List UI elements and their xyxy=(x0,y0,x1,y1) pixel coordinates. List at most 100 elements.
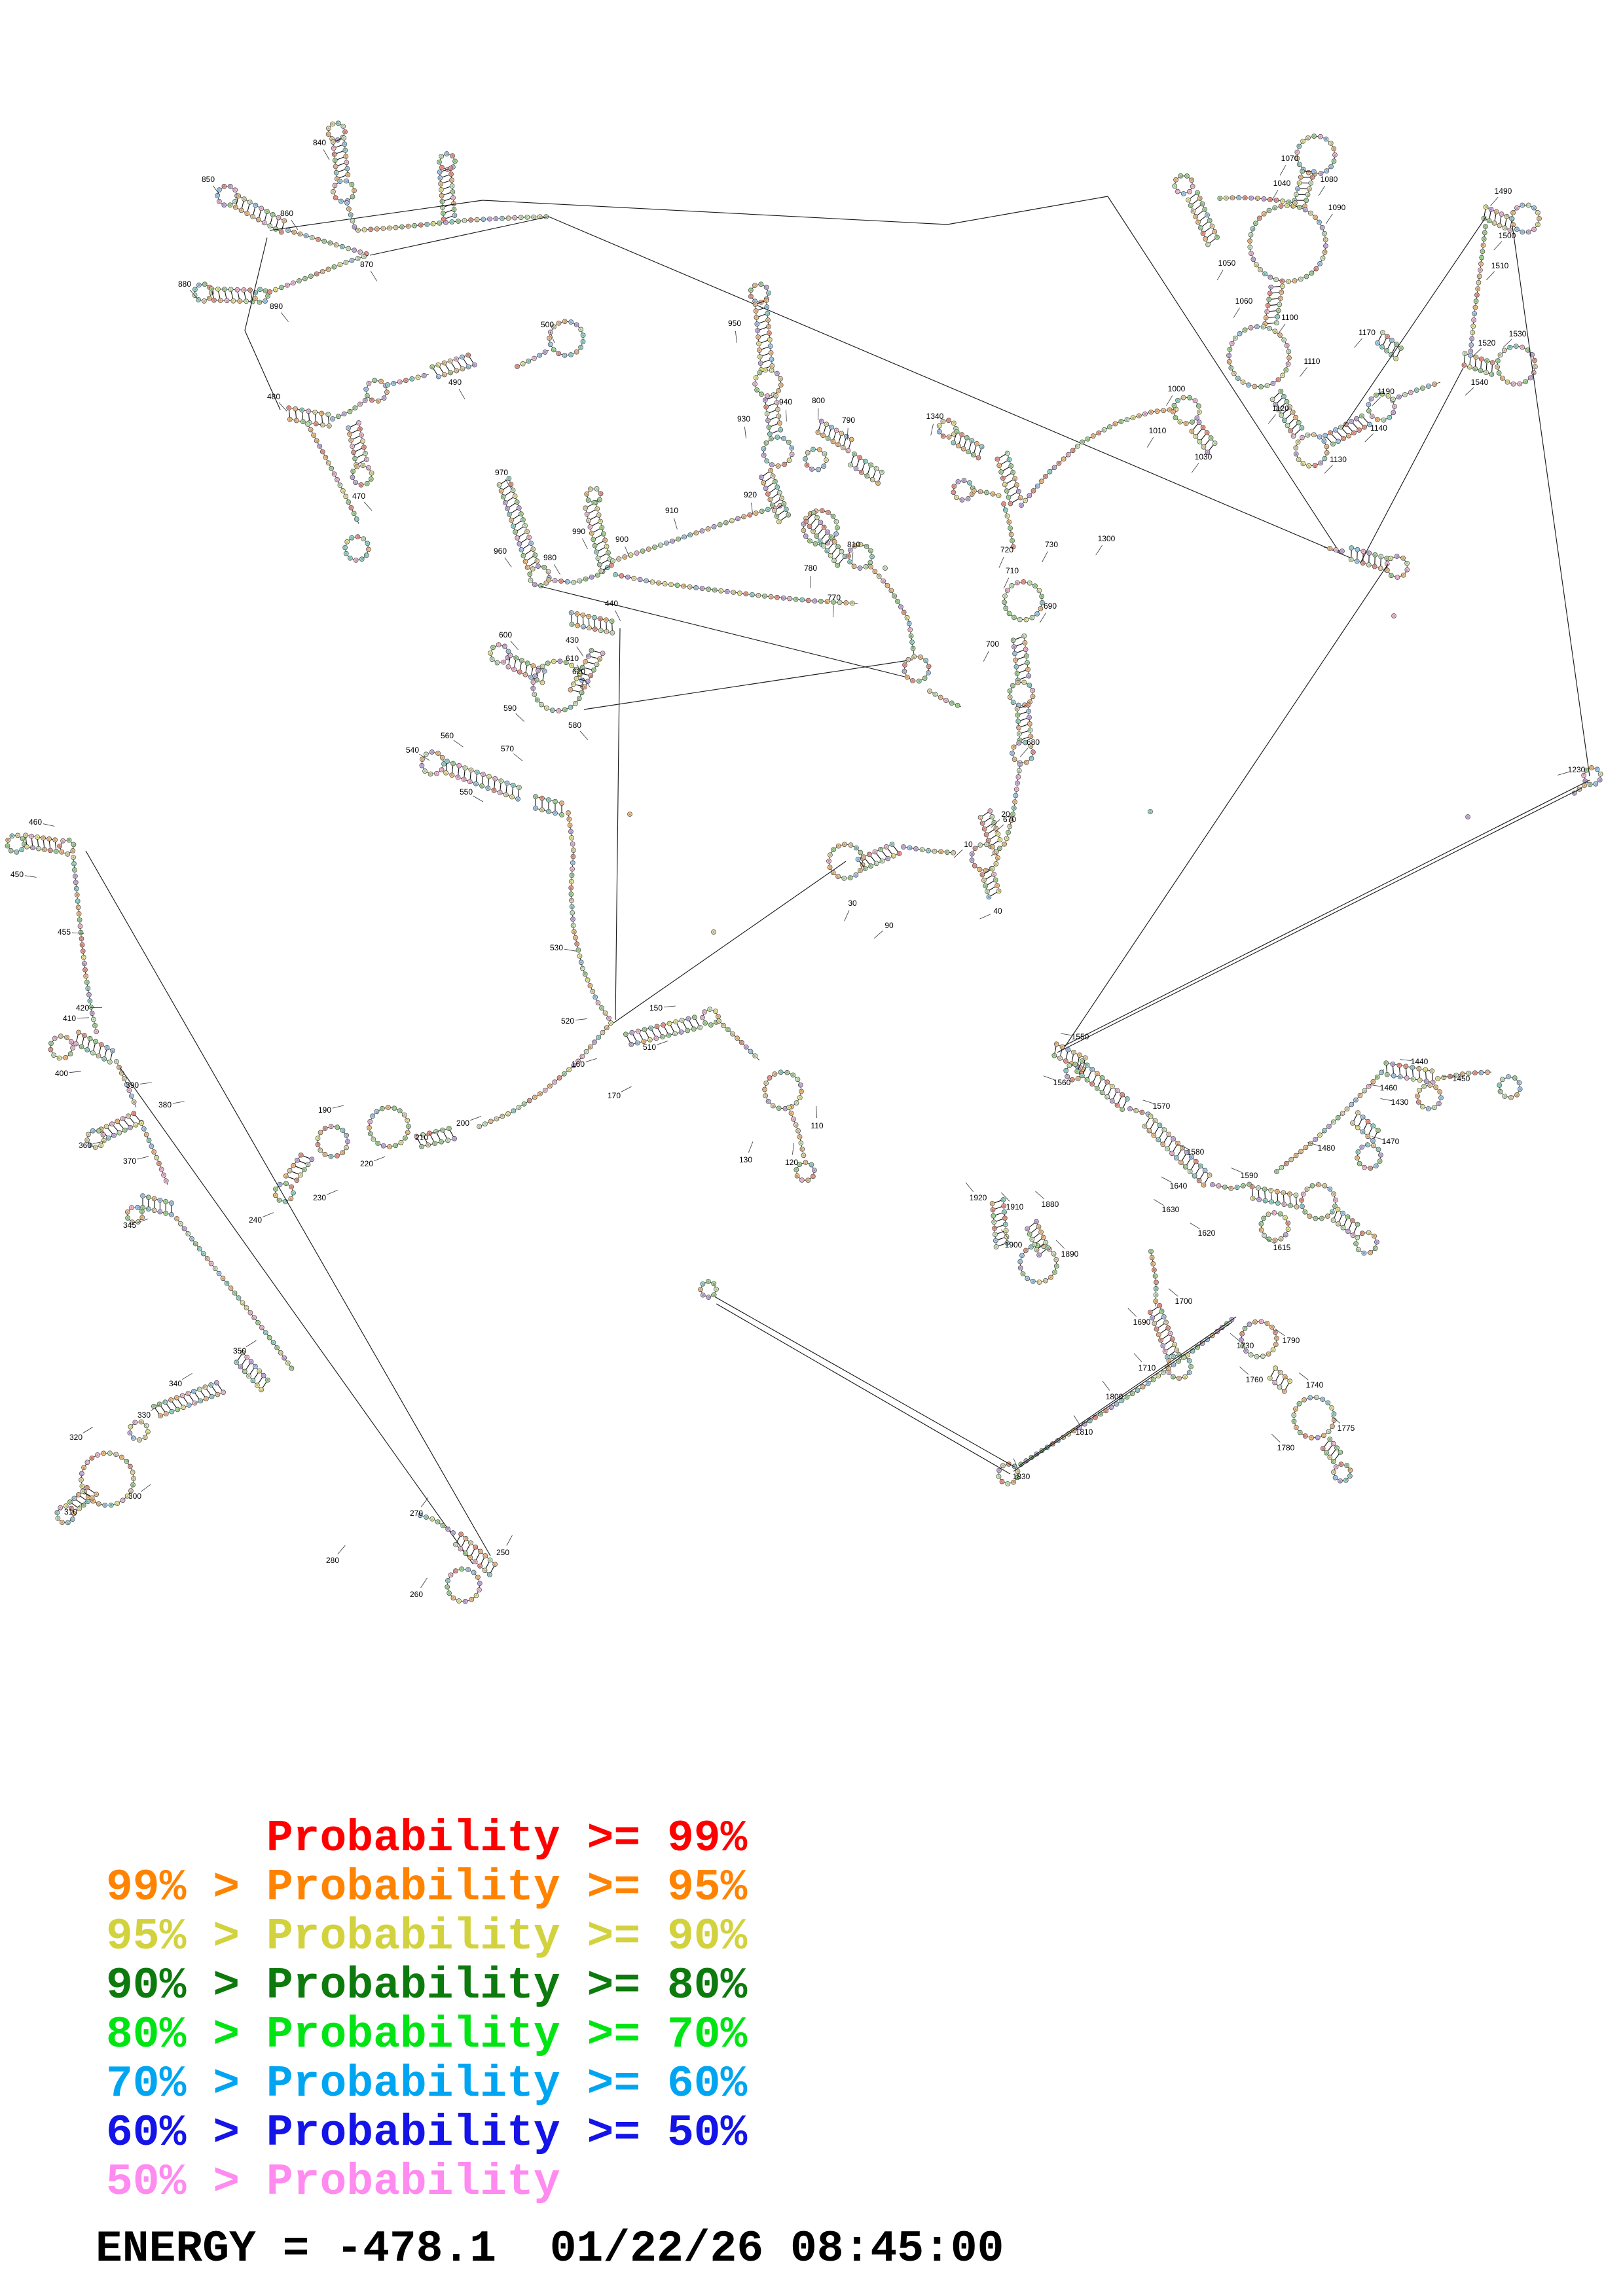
svg-text:U: U xyxy=(772,1104,774,1107)
svg-text:G: G xyxy=(1027,704,1029,707)
base-number-label: 1480 xyxy=(1318,1143,1336,1153)
svg-text:A: A xyxy=(275,288,277,291)
svg-text:C: C xyxy=(953,491,955,494)
base-number-label: 980 xyxy=(543,553,556,562)
base-number-label: 950 xyxy=(728,319,741,328)
svg-text:A: A xyxy=(1272,382,1274,385)
svg-text:A: A xyxy=(82,950,84,953)
svg-text:G: G xyxy=(837,443,839,446)
svg-text:U: U xyxy=(1004,601,1006,604)
svg-text:C: C xyxy=(1357,1236,1359,1239)
svg-text:A: A xyxy=(655,1037,657,1040)
svg-text:C: C xyxy=(345,154,347,158)
svg-text:A: A xyxy=(109,1060,111,1064)
svg-text:A: A xyxy=(695,531,697,535)
svg-text:U: U xyxy=(280,1351,282,1354)
svg-text:U: U xyxy=(583,625,585,628)
svg-text:U: U xyxy=(137,1206,139,1209)
svg-text:A: A xyxy=(333,190,335,193)
svg-text:G: G xyxy=(537,565,539,568)
svg-text:A: A xyxy=(1281,285,1283,288)
svg-text:A: A xyxy=(845,601,847,605)
svg-text:C: C xyxy=(147,1430,149,1433)
svg-text:A: A xyxy=(1287,1228,1289,1231)
base-number-label: 200 xyxy=(456,1119,469,1128)
svg-text:A: A xyxy=(471,1598,473,1601)
svg-text:A: A xyxy=(1271,1200,1273,1204)
svg-text:G: G xyxy=(301,408,303,412)
svg-text:U: U xyxy=(50,1042,52,1045)
svg-text:C: C xyxy=(508,477,510,480)
svg-text:C: C xyxy=(571,905,573,908)
svg-text:A: A xyxy=(534,357,536,360)
legend-line: Probability >= 99% xyxy=(106,1814,748,1863)
svg-text:G: G xyxy=(1317,1183,1319,1187)
svg-text:C: C xyxy=(164,1401,166,1404)
svg-text:G: G xyxy=(624,556,626,559)
svg-text:C: C xyxy=(1199,440,1201,443)
base-number-label: 90 xyxy=(884,921,894,930)
svg-text:A: A xyxy=(1024,641,1026,645)
svg-text:A: A xyxy=(1368,1085,1370,1088)
svg-text:U: U xyxy=(115,1453,117,1456)
svg-text:U: U xyxy=(469,780,471,783)
svg-text:A: A xyxy=(1249,245,1251,249)
svg-text:U: U xyxy=(779,377,781,380)
svg-text:C: C xyxy=(1314,216,1316,219)
svg-text:U: U xyxy=(1250,252,1252,255)
base-number-label: 1190 xyxy=(1377,387,1395,396)
svg-text:C: C xyxy=(43,836,45,840)
svg-text:G: G xyxy=(785,508,787,511)
svg-text:A: A xyxy=(436,772,438,775)
base-number-label: 10 xyxy=(964,840,973,849)
svg-text:A: A xyxy=(145,1133,147,1136)
svg-text:A: A xyxy=(310,275,312,278)
svg-text:A: A xyxy=(1512,382,1514,386)
svg-text:U: U xyxy=(1256,197,1258,200)
svg-text:A: A xyxy=(348,207,350,211)
svg-text:G: G xyxy=(1150,1115,1152,1118)
svg-text:A: A xyxy=(443,361,445,365)
svg-text:C: C xyxy=(1281,291,1283,294)
svg-text:A: A xyxy=(1188,198,1190,202)
svg-text:G: G xyxy=(1392,1062,1394,1066)
base-number-label: 800 xyxy=(812,396,825,405)
svg-text:C: C xyxy=(903,670,905,673)
svg-text:A: A xyxy=(1283,338,1285,342)
svg-text:G: G xyxy=(1311,272,1313,275)
svg-text:G: G xyxy=(240,1365,242,1369)
svg-text:C: C xyxy=(849,876,851,880)
svg-text:U: U xyxy=(86,1048,88,1051)
svg-text:A: A xyxy=(97,1454,99,1457)
svg-text:G: G xyxy=(307,1163,309,1166)
svg-text:A: A xyxy=(1277,378,1279,382)
svg-text:G: G xyxy=(625,1033,627,1036)
svg-text:C: C xyxy=(368,1126,370,1130)
svg-text:G: G xyxy=(198,283,200,287)
svg-text:G: G xyxy=(1295,1154,1297,1157)
svg-text:C: C xyxy=(1038,1281,1040,1284)
svg-text:G: G xyxy=(1590,766,1592,770)
svg-text:A: A xyxy=(983,879,985,882)
svg-text:C: C xyxy=(567,812,569,815)
svg-text:A: A xyxy=(1174,185,1176,188)
svg-text:A: A xyxy=(524,673,526,676)
svg-text:C: C xyxy=(868,853,870,856)
svg-text:A: A xyxy=(239,300,241,303)
svg-text:G: G xyxy=(823,526,825,529)
base-number-label: 450 xyxy=(10,870,24,879)
svg-text:A: A xyxy=(403,1113,405,1117)
svg-text:C: C xyxy=(568,817,570,821)
svg-text:A: A xyxy=(755,376,757,380)
svg-text:G: G xyxy=(1337,1116,1339,1119)
svg-text:A: A xyxy=(1386,1073,1388,1076)
svg-text:A: A xyxy=(56,850,58,853)
svg-text:A: A xyxy=(985,833,987,836)
svg-text:A: A xyxy=(1111,1085,1113,1088)
base-number-label: 330 xyxy=(137,1410,151,1420)
svg-text:A: A xyxy=(324,1153,326,1156)
svg-text:C: C xyxy=(668,1033,670,1037)
svg-text:C: C xyxy=(1286,424,1288,427)
svg-text:A: A xyxy=(351,259,353,262)
svg-text:G: G xyxy=(1357,1248,1359,1251)
